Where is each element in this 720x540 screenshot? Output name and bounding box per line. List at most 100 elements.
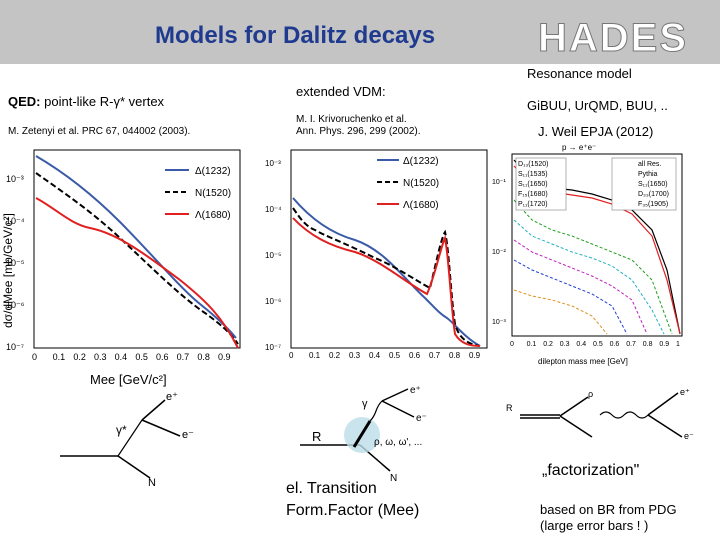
res-xt-label: 0.1: [527, 341, 537, 348]
resonance-heading: Resonance model: [527, 66, 632, 81]
vdm-chart: 10⁻³ 10⁻⁴ 10⁻⁵ 10⁻⁶ 10⁻⁷ 0 0.1 0.2 0.3 0.4 0.5 0.6…: [265, 149, 488, 360]
res-xt-label: 0.8: [643, 341, 653, 348]
res-legend-r1: all Res.: [638, 161, 661, 168]
qed-xt-label: 0.6: [156, 352, 169, 362]
vdm-yt-label: 10⁻³: [265, 159, 281, 168]
vdm-caption-1: el. Transition: [286, 480, 377, 497]
res-curve-cyan: [513, 219, 665, 335]
vdm-curve-n1520: [292, 207, 481, 347]
res-legend-l1: D₁₃(1520): [518, 161, 549, 168]
res-curve-orange: [513, 289, 608, 335]
vdm-vm-label: ρ, ω, ω', ...: [374, 437, 422, 448]
vdm-yt-label: 10⁻⁶: [265, 297, 281, 306]
vdm-legend-1: Δ(1232): [403, 156, 439, 167]
vdm-reference-2: Ann. Phys. 296, 299 (2002).: [296, 126, 421, 137]
qed-n-label: N: [148, 477, 156, 489]
qed-x-ticks: 0 0.1 0.2 0.3 0.4 0.5 0.6 0.7 0.8 0.9: [32, 352, 231, 362]
qed-legend-3: Λ(1680): [195, 210, 231, 221]
vdm-reference-1: M. I. Krivoruchenko et al.: [296, 114, 407, 125]
res-curve-blue: [513, 259, 628, 335]
res-eminus-label: e⁻: [684, 431, 694, 441]
qed-chart: 10⁻³ 10⁻⁴ 10⁻⁵ 10⁻⁶ 10⁻⁷ 0 0.1 0.2 0.3 0.4 0.5 0.6…: [1, 149, 241, 387]
res-xt-label: 1: [676, 341, 680, 348]
res-eplus-label: e⁺: [680, 387, 690, 397]
res-xt-label: 0.2: [543, 341, 553, 348]
res-legend-r5: F₃₅(1905): [638, 201, 668, 208]
vdm-x-ticks: 0 0.1 0.2 0.3 0.4 0.5 0.6 0.7 0.8 0.9: [289, 351, 481, 360]
hades-logo: HADES: [536, 16, 716, 61]
pdg-note-2: (large error bars ! ): [540, 518, 649, 533]
qed-curve-delta: [35, 155, 237, 339]
vdm-xt-label: 0: [289, 351, 294, 360]
qed-feynman-diagram: γ* e⁺ e⁻ N: [60, 391, 194, 489]
res-x-label: dilepton mass mee [GeV]: [538, 357, 628, 366]
qed-gamma-label: γ*: [116, 423, 127, 437]
res-xt-label: 0.7: [626, 341, 636, 348]
qed-eplus-label: e⁺: [166, 391, 178, 403]
vdm-xt-label: 0.6: [409, 351, 421, 360]
qed-xt-label: 0.2: [73, 352, 86, 362]
qed-yt-label: 10⁻⁴: [6, 216, 25, 226]
vdm-xt-label: 0.2: [329, 351, 341, 360]
qed-y-ticks: 10⁻³ 10⁻⁴ 10⁻⁵ 10⁻⁶ 10⁻⁷: [6, 174, 25, 352]
qed-curve-l1680: [35, 197, 239, 349]
vdm-legend-3: Λ(1680): [403, 200, 439, 211]
qed-legend-2: N(1520): [195, 188, 231, 199]
res-xt-label: 0.3: [560, 341, 570, 348]
qed-curve-n1520: [35, 172, 239, 345]
qed-yt-label: 10⁻⁶: [6, 300, 25, 310]
vdm-r-label: R: [312, 429, 321, 444]
resonance-x-ticks: 0 0.1 0.2 0.3 0.4 0.5 0.6 0.7 0.8 0.9 1: [510, 341, 680, 348]
res-xt-label: 0.5: [593, 341, 603, 348]
vdm-xt-label: 0.7: [429, 351, 441, 360]
res-legend-l2: S₁₁(1535): [518, 171, 548, 178]
qed-x-label: Mee [GeV/c²]: [90, 372, 167, 387]
qed-xt-label: 0.5: [135, 352, 148, 362]
res-curve-green: [513, 199, 673, 335]
qed-xt-label: 0.4: [115, 352, 128, 362]
vdm-yt-label: 10⁻⁵: [265, 251, 281, 260]
qed-xt-label: 0.7: [177, 352, 190, 362]
factorization-label: „factorization": [542, 462, 640, 479]
pdg-note-1: based on BR from PDG: [540, 502, 677, 517]
vdm-xt-label: 0.8: [449, 351, 461, 360]
vdm-eplus-label: e⁺: [410, 385, 421, 396]
resonance-models: GiBUU, UrQMD, BUU, ..: [527, 98, 668, 113]
vdm-xt-label: 0.3: [349, 351, 361, 360]
vdm-y-ticks: 10⁻³ 10⁻⁴ 10⁻⁵ 10⁻⁶ 10⁻⁷: [265, 159, 282, 352]
vdm-yt-label: 10⁻⁴: [265, 205, 282, 214]
res-r-label: R: [506, 403, 513, 413]
res-xt-label: 0.4: [576, 341, 586, 348]
resonance-y-ticks: 10⁻¹ 10⁻² 10⁻³: [492, 179, 506, 326]
vdm-curve-l1680: [292, 217, 481, 347]
res-legend-l3: S₁₁(1650): [518, 181, 548, 188]
resonance-reaction: p → e⁺e⁻: [562, 143, 596, 152]
res-legend-l4: F₁₅(1680): [518, 191, 548, 198]
svg-text:HADES: HADES: [538, 18, 688, 54]
res-yt-label: 10⁻²: [492, 249, 506, 256]
res-legend-l5: P₁₁(1720): [518, 201, 548, 208]
vdm-legend-2: N(1520): [403, 178, 439, 189]
res-xt-label: 0: [510, 341, 514, 348]
vdm-yt-label: 10⁻⁷: [265, 343, 281, 352]
factorization-diagram: R ρ e⁺ e⁻: [506, 387, 694, 441]
res-curve-magenta: [513, 239, 648, 335]
qed-xt-label: 0.9: [218, 352, 231, 362]
vdm-xt-label: 0.9: [469, 351, 481, 360]
qed-xt-label: 0: [32, 352, 37, 362]
qed-xt-label: 0.1: [53, 352, 66, 362]
vdm-xt-label: 0.1: [309, 351, 321, 360]
vdm-gamma-label: γ: [362, 398, 368, 410]
qed-reference: M. Zetenyi et al. PRC 67, 044002 (2003).: [8, 126, 191, 137]
res-xt-label: 0.9: [659, 341, 669, 348]
resonance-chart: p → e⁺e⁻ 10⁻¹ 10⁻² 10⁻³ 0 0.1 0.2 0.3 0.4 0.5 0.…: [492, 143, 683, 366]
res-legend-r2: Pythia: [638, 171, 658, 178]
vdm-xt-label: 0.4: [369, 351, 381, 360]
qed-eminus-label: e⁻: [182, 429, 194, 441]
qed-yt-label: 10⁻³: [6, 174, 24, 184]
vdm-xt-label: 0.5: [389, 351, 401, 360]
vdm-eminus-label: e⁻: [416, 413, 427, 424]
res-legend-r4: D₃₃(1700): [638, 191, 669, 198]
qed-legend-1: Δ(1232): [195, 166, 231, 177]
res-rho-label: ρ: [588, 389, 593, 399]
